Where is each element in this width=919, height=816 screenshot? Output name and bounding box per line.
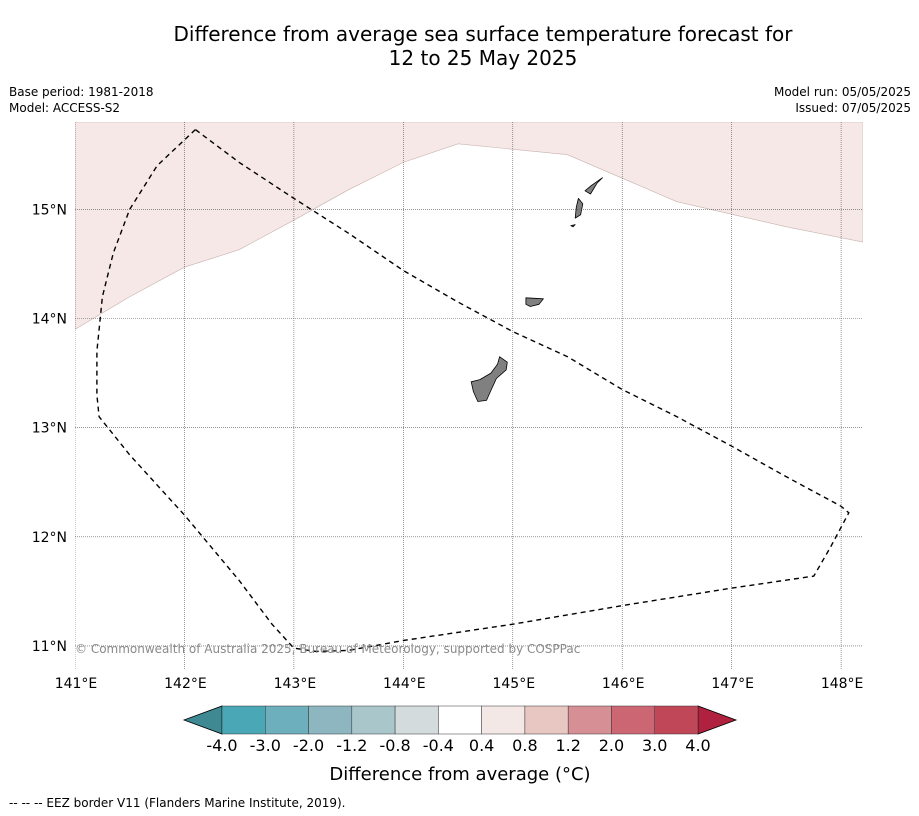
- copyright-notice: © Commonwealth of Australia 2025, Bureau…: [75, 642, 580, 656]
- model-name: Model: ACCESS-S2: [9, 101, 121, 115]
- colorbar-bin: [438, 705, 482, 735]
- meta-left: Base period: 1981-2018 Model: ACCESS-S2: [9, 84, 154, 116]
- colorbar-bin: [308, 705, 353, 735]
- colorbar-tick-label: 4.0: [685, 736, 710, 755]
- title-line-1: Difference from average sea surface temp…: [173, 22, 793, 46]
- lat-tick-label: 13°N: [32, 421, 67, 437]
- colorbar-tick-label: -4.0: [206, 736, 237, 755]
- colorbar-bin: [351, 705, 396, 735]
- eez-border-line: [96, 129, 850, 653]
- colorbar: -4.0 -3.0 -2.0 -1.2 -0.8 -0.4 0.4 0.8 1.2 2.0 3.0 4…: [182, 705, 738, 755]
- lat-tick-label: 11°N: [32, 639, 67, 655]
- colorbar-over-arrow: [697, 705, 738, 735]
- colorbar-bin: [394, 705, 439, 735]
- island-tinian: [574, 197, 584, 219]
- lon-tick-label: 148°E: [821, 676, 864, 692]
- colorbar-tick-label: -0.8: [379, 736, 410, 755]
- colorbar-bin: [265, 705, 309, 735]
- colorbar-tick-label: -0.4: [423, 736, 454, 755]
- title-line-2: 12 to 25 May 2025: [388, 46, 578, 70]
- lon-tick-label: 145°E: [492, 676, 535, 692]
- lon-tick-label: 141°E: [55, 676, 98, 692]
- axis-ticks: 141°E 142°E 143°E 144°E 145°E 146°E 147°E 148°E…: [32, 202, 864, 692]
- colorbar-bin: [481, 705, 526, 735]
- base-period: Base period: 1981-2018: [9, 85, 154, 99]
- lat-tick-label: 14°N: [32, 311, 67, 327]
- colorbar-tick-label: 3.0: [642, 736, 667, 755]
- island-rota: [525, 297, 544, 307]
- model-run: Model run: 05/05/2025: [773, 85, 911, 99]
- lon-tick-label: 146°E: [602, 676, 645, 692]
- eez-legend-footer: -- -- -- EEZ border V11 (Flanders Marine…: [9, 796, 346, 810]
- map-area: [75, 122, 863, 402]
- lat-tick-label: 12°N: [32, 530, 67, 546]
- colorbar-tick-label: 1.2: [555, 736, 580, 755]
- colorbar-tick-label: 0.8: [512, 736, 537, 755]
- colorbar-under-arrow: [182, 705, 223, 735]
- lon-tick-label: 147°E: [711, 676, 754, 692]
- lon-tick-label: 142°E: [164, 676, 207, 692]
- colorbar-tick-label: 2.0: [599, 736, 624, 755]
- island-aguijan: [570, 224, 576, 228]
- island-guam: [470, 356, 508, 402]
- lon-tick-label: 144°E: [383, 676, 426, 692]
- issued-date: Issued: 07/05/2025: [795, 101, 911, 115]
- eez-border: [96, 129, 850, 653]
- island-saipan: [584, 177, 603, 195]
- lon-tick-label: 143°E: [274, 676, 317, 692]
- colorbar-tick-label: -2.0: [293, 736, 324, 755]
- colorbar-bin: [567, 705, 612, 735]
- chart-title: Difference from average sea surface temp…: [60, 22, 906, 70]
- colorbar-bin: [524, 705, 569, 735]
- colorbar-bin: [611, 705, 655, 735]
- colorbar-title: Difference from average (°C): [329, 764, 590, 785]
- graticule: [75, 122, 863, 670]
- anomaly-region: [75, 122, 863, 330]
- colorbar-bin: [654, 705, 699, 735]
- colorbar-tick-label: -1.2: [336, 736, 367, 755]
- colorbar-tick-label: -3.0: [250, 736, 281, 755]
- colorbar-bin: [221, 705, 266, 735]
- colorbar-tick-label: 0.4: [469, 736, 494, 755]
- meta-right: Model run: 05/05/2025 Issued: 07/05/2025: [774, 84, 911, 116]
- lat-tick-label: 15°N: [32, 202, 67, 218]
